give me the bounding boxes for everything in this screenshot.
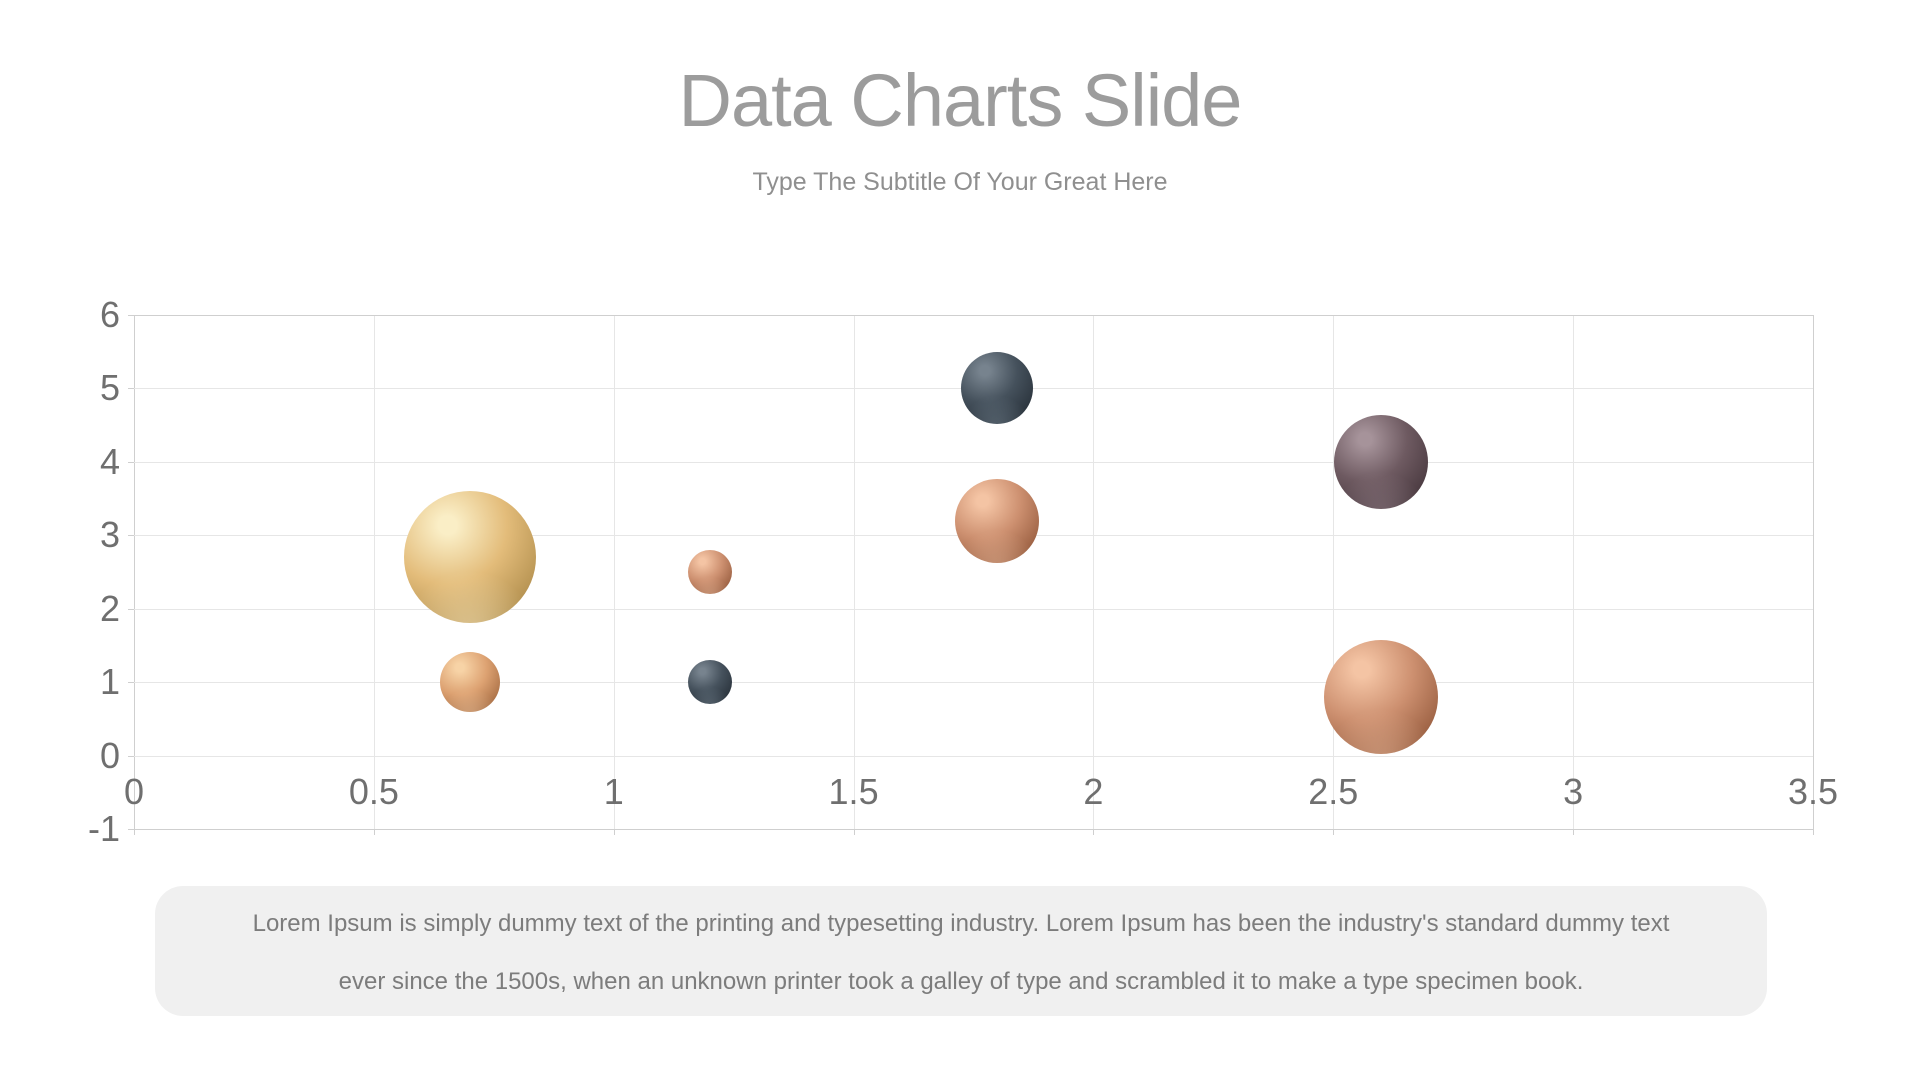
h-gridline (134, 315, 1813, 316)
y-tick-label: 0 (99, 734, 120, 776)
h-gridline (134, 461, 1813, 463)
x-tick-label: 3.5 (1787, 771, 1839, 813)
y-tick-label: 4 (99, 440, 120, 482)
v-gridline (134, 315, 135, 829)
y-tick-label: 6 (99, 294, 120, 335)
x-tick-label: 0 (123, 771, 145, 813)
x-tick-mark (853, 829, 855, 835)
y-tick-mark (128, 829, 134, 830)
chart-bubble-slate (687, 660, 732, 705)
v-gridline (1573, 315, 1575, 829)
x-tick-mark (1813, 829, 1814, 835)
v-gridline (373, 315, 375, 829)
chart-bubble-copper (955, 478, 1040, 563)
x-tick-label: 1 (603, 771, 624, 813)
y-tick-label: 5 (99, 367, 120, 409)
y-tick-mark (128, 755, 134, 757)
x-tick-label: 0.5 (348, 771, 399, 813)
x-tick-label: 1.5 (828, 771, 879, 813)
h-gridline (134, 608, 1813, 610)
chart-bubble-slate (961, 352, 1034, 425)
x-tick-mark (1333, 829, 1335, 835)
x-tick-mark (373, 829, 375, 835)
h-gridline (134, 682, 1813, 684)
chart-bubble-copper (687, 550, 732, 594)
v-gridline (1333, 315, 1335, 829)
y-tick-label: -1 (87, 808, 120, 849)
y-tick-mark (128, 461, 134, 463)
x-tick-label: 2 (1083, 771, 1104, 813)
chart-bubble-tan (439, 652, 500, 713)
chart-bubble-gold (403, 491, 536, 624)
y-tick-label: 3 (99, 514, 120, 556)
x-tick-mark (134, 829, 135, 835)
slide-subtitle: Type The Subtitle Of Your Great Here (752, 168, 1168, 196)
y-tick-mark (128, 315, 134, 316)
v-gridline (613, 315, 615, 829)
x-tick-mark (1093, 829, 1095, 835)
x-tick-mark (1573, 829, 1575, 835)
y-tick-mark (128, 682, 134, 684)
y-tick-mark (128, 535, 134, 537)
h-gridline (134, 755, 1813, 757)
description-line-2: ever since the 1500s, when an unknown pr… (338, 968, 1584, 995)
v-gridline (1093, 315, 1095, 829)
y-tick-label: 1 (99, 661, 120, 703)
x-tick-mark (613, 829, 615, 835)
v-gridline (1813, 315, 1814, 829)
description-line-1: Lorem Ipsum is simply dummy text of the … (252, 910, 1670, 937)
x-tick-label: 2.5 (1308, 771, 1359, 813)
description-box: Lorem Ipsum is simply dummy text of the … (155, 886, 1767, 1016)
y-tick-mark (128, 608, 134, 610)
x-tick-label: 3 (1563, 771, 1584, 813)
chart-bubble-copper (1324, 639, 1439, 754)
y-tick-mark (128, 388, 134, 390)
chart-bubble-taupe (1334, 414, 1429, 509)
h-gridline (134, 829, 1813, 830)
v-gridline (853, 315, 855, 829)
y-tick-label: 2 (99, 587, 120, 629)
slide-title: Data Charts Slide (678, 59, 1243, 142)
